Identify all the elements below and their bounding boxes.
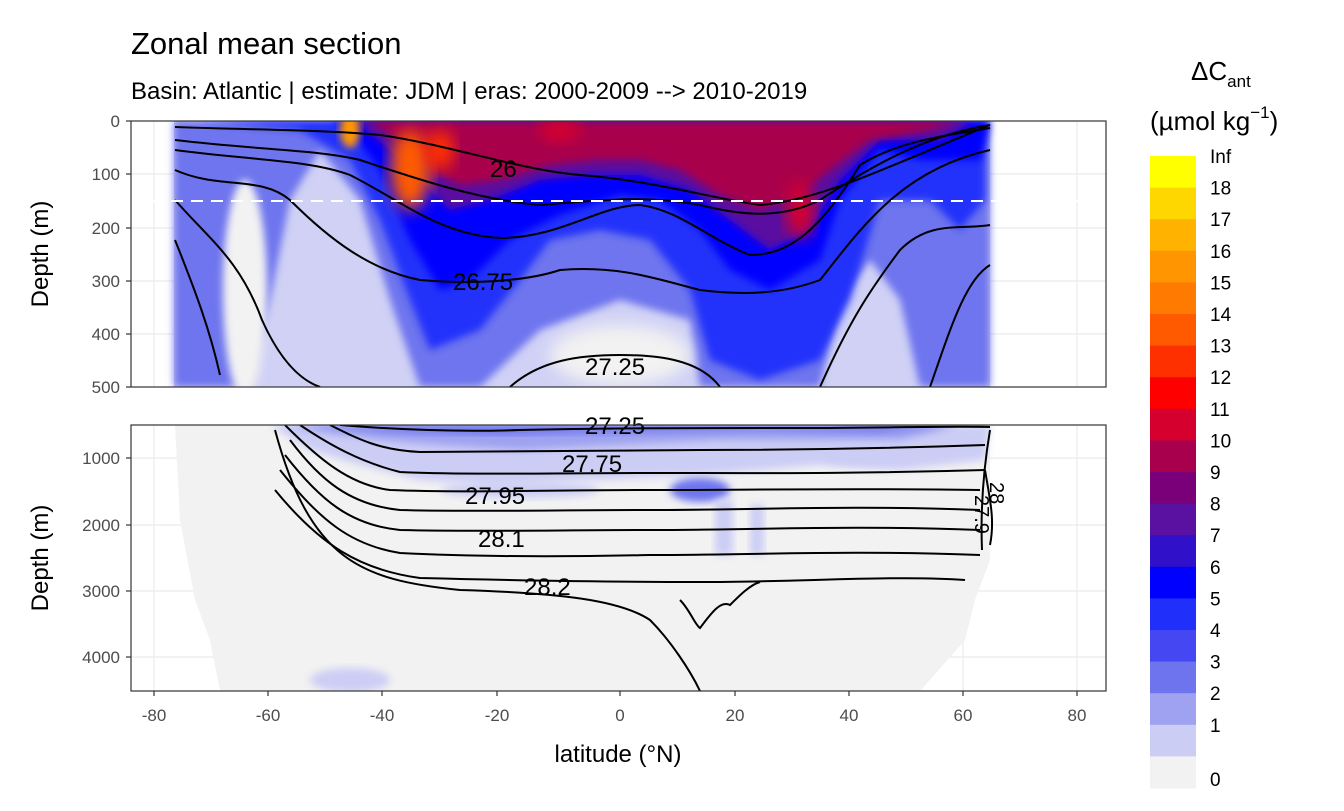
legend-swatch-7 [1150, 377, 1196, 410]
upper-y-tick-100: 100 [92, 165, 120, 184]
x-tick-40: 40 [840, 706, 859, 725]
upper-panel: 26 26.75 27.25 [130, 120, 1107, 388]
lower-y-tick-1000: 1000 [82, 449, 120, 468]
legend-swatch-1 [1150, 187, 1196, 220]
contour-label-26-75: 26.75 [453, 269, 513, 296]
legend-swatch-2 [1150, 219, 1196, 252]
legend: ΔCant (µmol kg−1) Inf1817161514131211109… [1150, 56, 1278, 791]
legend-swatches [1150, 156, 1196, 789]
legend-title-delta: ΔC [1191, 56, 1227, 86]
legend-label-17: 17 [1210, 210, 1231, 231]
legend-swatch-18 [1150, 724, 1196, 757]
contour-label-27-25-lower: 27.25 [585, 413, 645, 440]
upper-y-tick-0: 0 [111, 112, 120, 131]
x-tick-minus-80: -80 [142, 706, 167, 725]
contour-label-26: 26 [490, 156, 517, 183]
legend-swatch-6 [1150, 345, 1196, 378]
upper-contours [174, 124, 991, 387]
legend-swatch-3 [1150, 250, 1196, 283]
lower-panel-border [130, 424, 1107, 692]
legend-swatch-0 [1150, 156, 1196, 189]
x-tick-minus-40: -40 [370, 706, 395, 725]
legend-label-16: 16 [1210, 242, 1231, 263]
legend-swatch-5 [1150, 314, 1196, 347]
legend-swatch-4 [1150, 282, 1196, 315]
legend-label-11: 11 [1210, 400, 1230, 421]
legend-label-4: 4 [1210, 621, 1221, 642]
legend-title-units: (µmol kg−1) [1150, 103, 1278, 136]
legend-label-1: 1 [1210, 716, 1221, 737]
legend-swatch-12 [1150, 535, 1196, 568]
upper-y-tick-200: 200 [92, 219, 120, 238]
legend-label-7: 7 [1210, 526, 1221, 547]
contour-label-28-2: 28.2 [524, 574, 571, 601]
legend-swatch-10 [1150, 472, 1196, 505]
legend-title-main: ΔCant [1191, 56, 1251, 91]
legend-label-15: 15 [1210, 273, 1231, 294]
x-axis: -80 -60 -40 -20 0 20 40 60 80 latitude (… [142, 691, 1087, 768]
contour-label-28-1: 28.1 [478, 526, 525, 553]
legend-label-5: 5 [1210, 589, 1221, 610]
x-tick-0: 0 [615, 706, 624, 725]
legend-label-8: 8 [1210, 495, 1221, 516]
x-tick-20: 20 [726, 706, 745, 725]
lower-y-tick-3000: 3000 [82, 582, 120, 601]
legend-swatch-17 [1150, 693, 1196, 726]
x-tick-60: 60 [954, 706, 973, 725]
upper-y-tick-300: 300 [92, 272, 120, 291]
chart-subtitle: Basin: Atlantic | estimate: JDM | eras: … [131, 78, 807, 105]
upper-heatmap [174, 121, 990, 387]
legend-swatch-19 [1150, 756, 1196, 789]
x-axis-title: latitude (°N) [555, 741, 682, 768]
legend-label-18: 18 [1210, 179, 1231, 200]
upper-y-tick-500: 500 [92, 378, 120, 397]
legend-label-10: 10 [1210, 431, 1231, 452]
legend-label-14: 14 [1210, 305, 1232, 326]
lower-y-tick-2000: 2000 [82, 516, 120, 535]
legend-title-units-text: (µmol kg [1150, 106, 1250, 136]
legend-label-inf: Inf [1210, 147, 1232, 168]
upper-y-axis: 0 100 200 300 400 500 Depth (m) [27, 112, 131, 397]
legend-label-13: 13 [1210, 337, 1231, 358]
x-tick-minus-20: -20 [485, 706, 510, 725]
contour-label-27-75: 27.75 [562, 451, 622, 478]
legend-swatch-8 [1150, 408, 1196, 441]
legend-label-0: 0 [1210, 770, 1221, 791]
legend-swatch-9 [1150, 440, 1196, 473]
contour-label-27-9: 27.9 [970, 495, 992, 534]
legend-title-subscript: ant [1227, 72, 1251, 91]
lower-y-axis: 1000 2000 3000 4000 Depth (m) [27, 449, 131, 667]
lower-y-axis-title: Depth (m) [27, 505, 54, 612]
legend-swatch-16 [1150, 661, 1196, 694]
contour-label-28: 28 [985, 482, 1007, 504]
legend-swatch-14 [1150, 598, 1196, 631]
legend-label-6: 6 [1210, 558, 1221, 579]
contour-label-27-95: 27.95 [465, 483, 525, 510]
contour-label-27-25-upper: 27.25 [585, 354, 645, 381]
upper-panel-border [130, 120, 1107, 388]
x-tick-minus-60: -60 [256, 706, 281, 725]
legend-label-12: 12 [1210, 368, 1231, 389]
legend-label-3: 3 [1210, 653, 1221, 674]
legend-swatch-11 [1150, 503, 1196, 536]
chart-title: Zonal mean section [131, 26, 402, 61]
upper-y-tick-400: 400 [92, 325, 120, 344]
upper-y-axis-title: Depth (m) [27, 201, 54, 308]
x-tick-80: 80 [1068, 706, 1087, 725]
lower-y-tick-4000: 4000 [82, 648, 120, 667]
legend-title-exponent: −1 [1250, 103, 1269, 122]
legend-label-9: 9 [1210, 463, 1221, 484]
legend-title-close: ) [1270, 106, 1279, 136]
lower-contours [274, 425, 994, 691]
legend-label-2: 2 [1210, 684, 1221, 705]
legend-swatch-13 [1150, 566, 1196, 599]
legend-swatch-15 [1150, 630, 1196, 663]
lower-panel: 27.25 27.75 27.95 28.1 28.2 27.9 28 [130, 413, 1107, 692]
